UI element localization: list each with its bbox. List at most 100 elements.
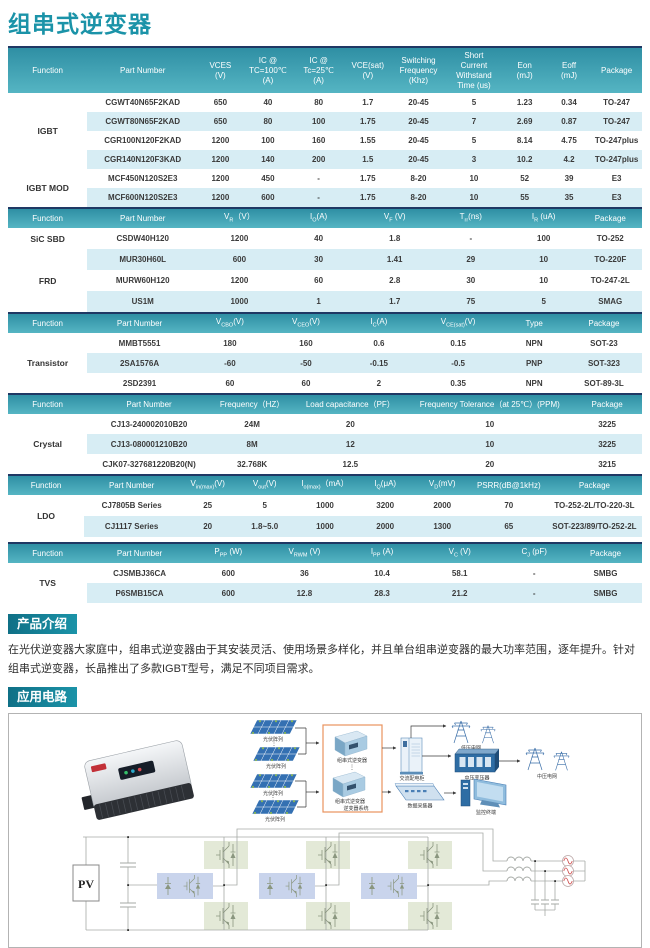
value-cell: 600 [221,568,235,578]
table-row: CJK07-327681220B20(N) 32.768K 12.5 20 3215 [8,454,642,474]
label-mv-grid: 中压电网 [537,773,557,780]
column-header: IO(A) [280,207,357,228]
value-cell: NPN [525,378,543,388]
value-cell: 100 [537,234,551,243]
value-cell: 140 [242,150,294,169]
label-monitor-terminal: 监控终端 [476,809,496,816]
value-cell: 39 [564,174,574,183]
label-string-inverter: 组串式逆变器 [337,757,367,764]
inverter-display [118,760,156,780]
part-number-cell: CGWT80N65F2KAD [87,112,199,131]
part-number-cell: CJK07-327681220B20(N) [102,459,196,469]
pv-source-box [72,864,100,902]
value-cell: 1.8~5.0 [236,516,294,537]
ellipsis: ⋮ [270,796,276,802]
value-cell: 20 [485,459,495,469]
function-cell: TVS [8,563,88,603]
table-row: MURW60H120 1200 60 2.8 30 10 TO-247-2L [8,270,642,291]
column-header: Package [546,474,642,495]
label-string-inverter: 组串式逆变器 [335,798,365,805]
value-cell: - [532,568,536,578]
value-cell: 2.8 [389,276,401,285]
value-cell: 40 [314,234,324,243]
column-header: IC(A) [344,312,414,333]
value-cell: 1.8 [389,234,401,243]
value-cell: TO-247plus [594,136,639,145]
part-number-cell: CJ13-240002010B20 [110,419,188,429]
column-header: PSRR(dB@1kHz) [470,474,547,495]
value-cell: 28.3 [344,583,421,603]
label-lv-grid: 低压电网 [461,745,481,752]
value-cell: 8-20 [391,188,446,207]
value-cell: 1.41 [356,249,433,270]
table-row: IGBT MOD MCF450N120S2E3 1200 450-1.75 8-20 10… [8,169,642,207]
column-header: Short Current Withstand Time (us) [445,46,503,93]
label-pv-array: 光伏阵列 [265,816,285,823]
value-cell: 1200 [230,276,249,285]
column-header: Function [8,542,88,563]
column-header: Vin(max)(V) [179,474,237,495]
column-header: VF (V) [356,207,433,228]
igbt-highlight-blocks [157,841,452,930]
column-header: Trr(ns) [432,207,509,228]
part-number-cell: CGR140N120F3KAD [87,150,199,169]
value-cell: 3225 [598,419,616,429]
part-number-cell: 2SD2391 [122,378,157,388]
column-header: VCE(sat)(V) [344,46,392,93]
column-header: Function [8,312,88,333]
column-header: Function [8,207,88,228]
value-cell: 160 [311,136,326,145]
value-cell: 450 [261,174,275,183]
led-green [124,770,128,775]
value-cell: - [293,188,344,207]
value-cell: 0.15 [450,338,466,348]
value-cell: 1000 [198,291,281,312]
label-ac-cabinet: 交流配电柜 [399,775,424,782]
column-header: Function [8,393,88,414]
value-cell: 25 [203,501,213,510]
spec-table-crystal: Function Part Number Frequency（HZ） Load cap… [8,393,642,474]
column-header: Package [572,393,642,414]
value-cell: 650 [213,98,228,107]
column-header: Part Number [87,207,199,228]
application-circuit-figure: 光伏阵列 ⋮ 光伏阵列 光伏阵列 ⋮ 光伏阵列 组串式逆变器 ⋮ 组串式逆变器 [8,713,642,948]
inverter-system-box [322,724,383,813]
value-cell: 5 [471,98,477,107]
value-cell: SOT-23 [590,338,618,348]
value-cell: 100 [261,136,275,145]
label-pv: PV [78,877,94,891]
spec-table-igbt: Function Part Number VCES (V) IC @ TC=100℃ (A)… [8,46,642,207]
column-header: VCBO(V) [191,312,268,333]
function-cell: IGBT [8,93,88,169]
inverter-heatsink [94,782,194,820]
column-header: Vout(V) [236,474,294,495]
value-cell: 12.5 [342,459,359,469]
ellipsis: ⋮ [271,741,277,747]
value-cell: 1.23 [516,98,533,107]
function-cell: LDO [8,495,85,537]
led-red [137,767,142,772]
value-cell: - [469,234,473,243]
value-cell: 600 [242,188,294,207]
value-cell: 55 [502,188,547,207]
value-cell: 20-45 [408,136,429,145]
grid-tower-icon [553,751,570,771]
value-cell: 1.7 [356,291,433,312]
brand-logo [90,763,107,773]
column-header: Package [578,207,642,228]
led-blue [131,769,135,773]
value-cell: 20-45 [391,112,446,131]
grid-tower-icon [525,747,545,771]
value-cell: 52 [520,174,530,183]
value-cell: 1.75 [359,174,376,183]
table-row: IGBT CGWT40N65F2KAD 650 40 80 1.7 20-45 5 1.23 0.… [8,93,642,169]
value-cell: 60 [314,276,324,285]
value-cell: 10.2 [502,150,547,169]
value-cell: 10 [407,434,573,454]
function-cell: Crystal [8,414,88,474]
value-cell: 1200 [230,234,249,243]
value-cell: 24M [244,419,260,429]
inverter-schematic: PV [72,828,586,931]
part-number-cell: CJSMBJ36CA [113,568,166,578]
